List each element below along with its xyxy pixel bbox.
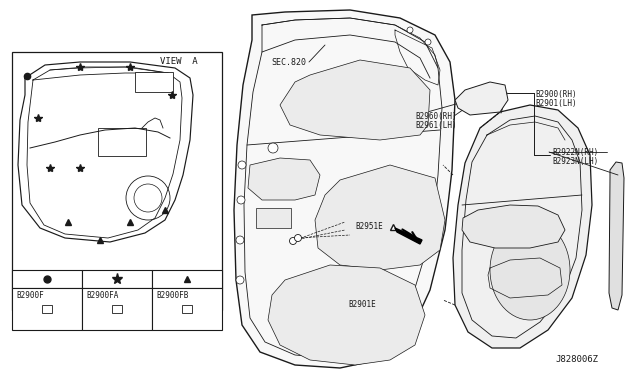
Polygon shape [455,82,508,115]
Bar [82,270,152,288]
Text: SEC.820: SEC.820 [271,58,306,67]
Polygon shape [395,228,422,244]
Bar [256,208,291,228]
Polygon shape [453,105,592,348]
Circle shape [289,237,296,244]
Text: B2900FA: B2900FA [86,291,118,300]
Text: B2923N(LH): B2923N(LH) [552,157,598,166]
Circle shape [237,196,245,204]
Bar [12,288,82,330]
Text: B2900(RH): B2900(RH) [535,90,577,99]
Bar [182,305,192,313]
Text: VIEW  A: VIEW A [160,57,198,66]
Text: B2900FB: B2900FB [156,291,188,300]
Circle shape [425,39,431,45]
Circle shape [268,143,278,153]
Text: J828006Z: J828006Z [555,355,598,364]
Circle shape [407,27,413,33]
Bar [152,270,222,288]
Text: B2901E: B2901E [348,300,376,309]
Circle shape [294,234,301,241]
Bar [12,52,222,310]
Polygon shape [462,205,565,248]
Text: B2922N(RH): B2922N(RH) [552,148,598,157]
Polygon shape [280,60,430,140]
Circle shape [238,161,246,169]
Bar [98,128,146,156]
Bar [12,270,82,288]
Text: B2900F: B2900F [16,291,44,300]
Polygon shape [234,10,455,368]
Text: B2901(LH): B2901(LH) [535,99,577,108]
Bar [152,288,222,330]
Bar [42,305,52,313]
Polygon shape [248,158,320,200]
Bar [112,305,122,313]
Polygon shape [268,265,425,365]
Ellipse shape [490,220,570,320]
Bar [135,72,173,92]
Text: B2961(LH): B2961(LH) [415,121,456,130]
Text: B2951E: B2951E [355,222,383,231]
Polygon shape [609,162,624,310]
Bar [82,288,152,330]
Polygon shape [315,165,445,270]
Text: B2960(RH): B2960(RH) [415,112,456,121]
Circle shape [236,236,244,244]
Circle shape [236,276,244,284]
